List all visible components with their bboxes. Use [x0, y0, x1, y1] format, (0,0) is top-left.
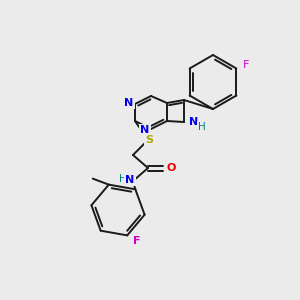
- Text: H: H: [119, 174, 127, 184]
- Text: O: O: [166, 163, 176, 173]
- Text: F: F: [243, 61, 250, 70]
- Text: N: N: [189, 117, 199, 127]
- Text: N: N: [124, 98, 134, 108]
- Text: N: N: [140, 125, 150, 135]
- Text: F: F: [134, 236, 141, 246]
- Text: S: S: [145, 135, 153, 145]
- Text: N: N: [125, 175, 135, 185]
- Text: H: H: [198, 122, 206, 132]
